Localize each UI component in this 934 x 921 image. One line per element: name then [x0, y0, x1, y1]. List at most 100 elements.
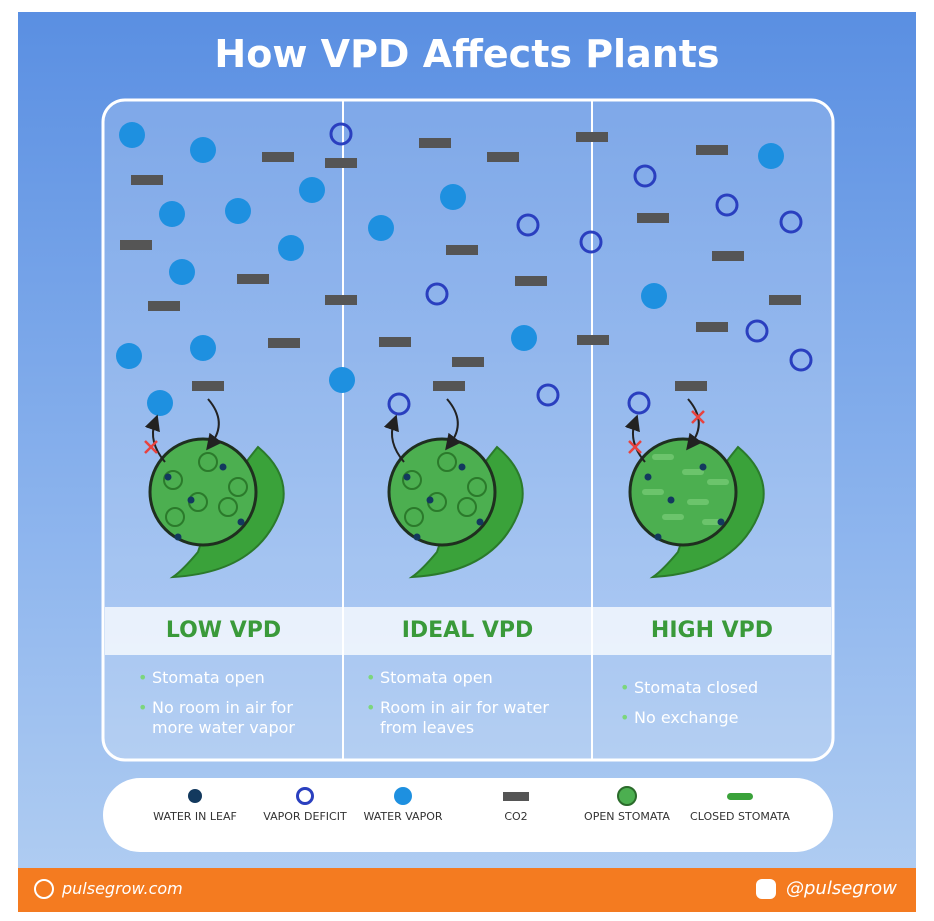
open-stoma [218, 497, 238, 517]
open-stoma [404, 507, 424, 527]
water-in-leaf [667, 496, 675, 504]
vapor-deficit [633, 164, 657, 188]
open-stoma [457, 497, 477, 517]
water-vapor [368, 215, 394, 241]
panel-title: IDEAL VPD [344, 607, 591, 655]
water-in-leaf [458, 463, 466, 471]
blocked-mark [144, 440, 158, 454]
vapor-deficit [516, 213, 540, 237]
legend-item: WATER VAPOR [353, 786, 453, 823]
legend-item: WATER IN LEAF [145, 786, 245, 823]
water-in-leaf [654, 533, 662, 541]
vapor-deficit [329, 122, 353, 146]
arrow-in [206, 398, 223, 451]
blocked-mark [691, 410, 705, 424]
closed-stoma [687, 499, 709, 505]
legend-item: CO2 [466, 786, 566, 823]
bullet: No room in air for more water vapor [138, 698, 323, 738]
water-in-leaf [174, 533, 182, 541]
arrow-in [445, 398, 462, 451]
closed-stoma [652, 454, 674, 460]
water-in-leaf [237, 518, 245, 526]
vapor-deficit [425, 282, 449, 306]
co2 [433, 381, 465, 391]
co2 [452, 357, 484, 367]
closed-stoma [642, 489, 664, 495]
co2 [446, 245, 478, 255]
icons [116, 122, 813, 579]
water-vapor [641, 283, 667, 309]
vapor-deficit [387, 392, 411, 416]
open-stoma [467, 477, 487, 497]
panel-title: LOW VPD [105, 607, 342, 655]
co2 [515, 276, 547, 286]
co2 [696, 322, 728, 332]
water-in-leaf [476, 518, 484, 526]
instagram-icon [756, 879, 776, 899]
bullet: Stomata open [366, 668, 576, 688]
bullets: Stomata open Room in air for water from l… [366, 668, 576, 748]
water-vapor [511, 325, 537, 351]
co2 [577, 335, 609, 345]
vapor-deficit [779, 210, 803, 234]
co2 [419, 138, 451, 148]
vapor-deficit [745, 319, 769, 343]
open-stoma [165, 507, 185, 527]
vapor-deficit [715, 193, 739, 217]
co2 [148, 301, 180, 311]
co2 [325, 295, 357, 305]
co2 [325, 158, 357, 168]
vapor-deficit [627, 391, 651, 415]
water-vapor [440, 184, 466, 210]
co2 [487, 152, 519, 162]
arrow-in [686, 398, 703, 451]
open-stoma [228, 477, 248, 497]
legend-label: WATER IN LEAF [153, 810, 237, 823]
water-in-leaf [187, 496, 195, 504]
co2 [696, 145, 728, 155]
leaf-closeup [628, 437, 738, 547]
legend-label: CO2 [504, 810, 528, 823]
water-in-leaf [219, 463, 227, 471]
co2 [120, 240, 152, 250]
co2 [268, 338, 300, 348]
water-vapor [329, 367, 355, 393]
bullet: Room in air for water from leaves [366, 698, 576, 738]
water-in-leaf [717, 518, 725, 526]
water-vapor [190, 137, 216, 163]
open-stoma [402, 470, 422, 490]
bullets: Stomata open No room in air for more wate… [138, 668, 323, 748]
water-in-leaf [426, 496, 434, 504]
arrow-out [383, 414, 405, 463]
water-in-leaf [413, 533, 421, 541]
bullet: Stomata closed [620, 678, 820, 698]
legend: WATER IN LEAF VAPOR DEFICIT WATER VAPOR … [103, 778, 833, 852]
vapor-deficit [789, 348, 813, 372]
blocked-mark [628, 440, 642, 454]
water-vapor [159, 201, 185, 227]
arrow-out [624, 414, 646, 463]
panel-frame [101, 98, 835, 762]
bullet: No exchange [620, 708, 820, 728]
vapor-deficit [536, 383, 560, 407]
water-vapor [758, 143, 784, 169]
water-in-leaf [164, 473, 172, 481]
water-vapor [119, 122, 145, 148]
footer: pulsegrow.com @pulsegrow [18, 868, 916, 912]
website: pulsegrow.com [62, 879, 183, 898]
water-in-leaf [699, 463, 707, 471]
closed-stoma [682, 469, 704, 475]
closed-stoma [707, 479, 729, 485]
co2 [131, 175, 163, 185]
legend-item: VAPOR DEFICIT [255, 786, 355, 823]
social: @pulsegrow [786, 878, 897, 899]
water-vapor [190, 335, 216, 361]
open-stoma [163, 470, 183, 490]
leaf-closeup [148, 437, 258, 547]
leaf-closeup [387, 437, 497, 547]
water-vapor [278, 235, 304, 261]
co2 [379, 337, 411, 347]
vapor-deficit [579, 230, 603, 254]
globe-icon [34, 879, 54, 899]
